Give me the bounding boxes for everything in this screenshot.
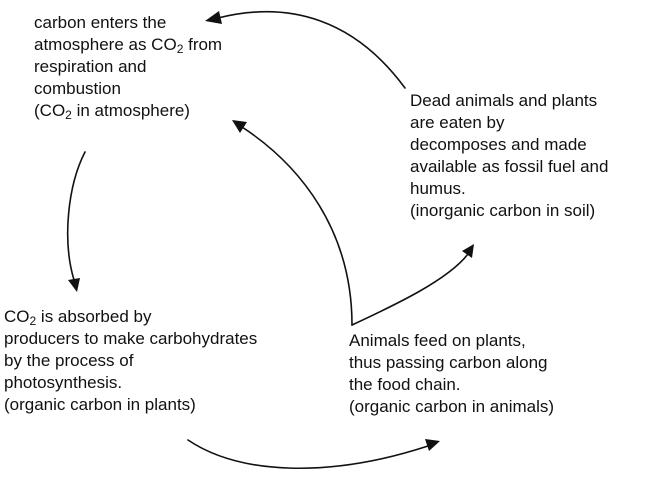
decomposers-line-4: available as fossil fuel and — [410, 157, 609, 176]
producers-line-1-subscript: 2 — [29, 314, 37, 328]
atmosphere-line-5: (CO2 in atmosphere) — [34, 100, 222, 122]
producers-line-1-pre: CO — [4, 307, 30, 326]
arrow-consumers-to-atmosphere — [241, 126, 353, 326]
atmosphere-line-5-post: in atmosphere) — [71, 101, 190, 120]
decomposers-line-1: Dead animals and plants — [410, 91, 598, 110]
node-consumers: Animals feed on plants, thus passing car… — [349, 330, 554, 418]
atmosphere-line-1: carbon enters the — [34, 13, 167, 32]
consumers-line-3: the food chain. — [349, 375, 461, 394]
atmosphere-line-2: atmosphere as CO2 from — [34, 34, 222, 56]
atmosphere-line-2-post: from — [183, 35, 223, 54]
arrow-decomposers-to-atmosphere — [217, 10, 406, 89]
producers-line-1: CO2 is absorbed by — [4, 306, 257, 328]
producers-line-3: by the process of — [4, 351, 134, 370]
arrow-consumers-to-atmosphere-head — [232, 120, 247, 133]
producers-line-2: producers to make carbohydrates — [4, 329, 258, 348]
decomposers-line-2: are eaten by — [410, 113, 505, 132]
atmosphere-line-2-pre: atmosphere as CO — [34, 35, 177, 54]
node-decomposers: Dead animals and plants are eaten by dec… — [410, 90, 608, 222]
arrow-atmosphere-to-producers — [66, 151, 86, 281]
decomposers-line-6: (inorganic carbon in soil) — [410, 201, 596, 220]
atmosphere-line-5-pre: (CO — [34, 101, 66, 120]
producers-line-4: photosynthesis. — [4, 373, 123, 392]
producers-line-1-post: is absorbed by — [36, 307, 152, 326]
arrow-consumers-to-decomposers — [351, 253, 469, 326]
decomposers-line-5: humus. — [410, 179, 466, 198]
decomposers-line-3: decomposes and made — [410, 135, 587, 154]
consumers-line-2: thus passing carbon along — [349, 353, 548, 372]
node-atmosphere: carbon enters the atmosphere as CO2 from… — [34, 12, 222, 122]
atmosphere-line-5-subscript: 2 — [65, 108, 72, 122]
atmosphere-line-2-subscript: 2 — [176, 42, 184, 56]
arrow-decomposers-to-atmosphere-head — [205, 11, 222, 24]
arrow-atmosphere-to-producers-head — [68, 278, 80, 292]
consumers-line-4: (organic carbon in animals) — [349, 397, 555, 416]
node-producers: CO2 is absorbed by producers to make car… — [4, 306, 257, 416]
arrow-consumers-to-decomposers-head — [462, 244, 474, 258]
atmosphere-line-4: combustion — [34, 79, 121, 98]
arrow-producers-to-consumers-head — [425, 439, 440, 451]
producers-line-5: (organic carbon in plants) — [4, 395, 196, 414]
atmosphere-line-3: respiration and — [34, 57, 147, 76]
arrow-producers-to-consumers — [187, 439, 429, 469]
consumers-line-1: Animals feed on plants, — [349, 331, 526, 350]
